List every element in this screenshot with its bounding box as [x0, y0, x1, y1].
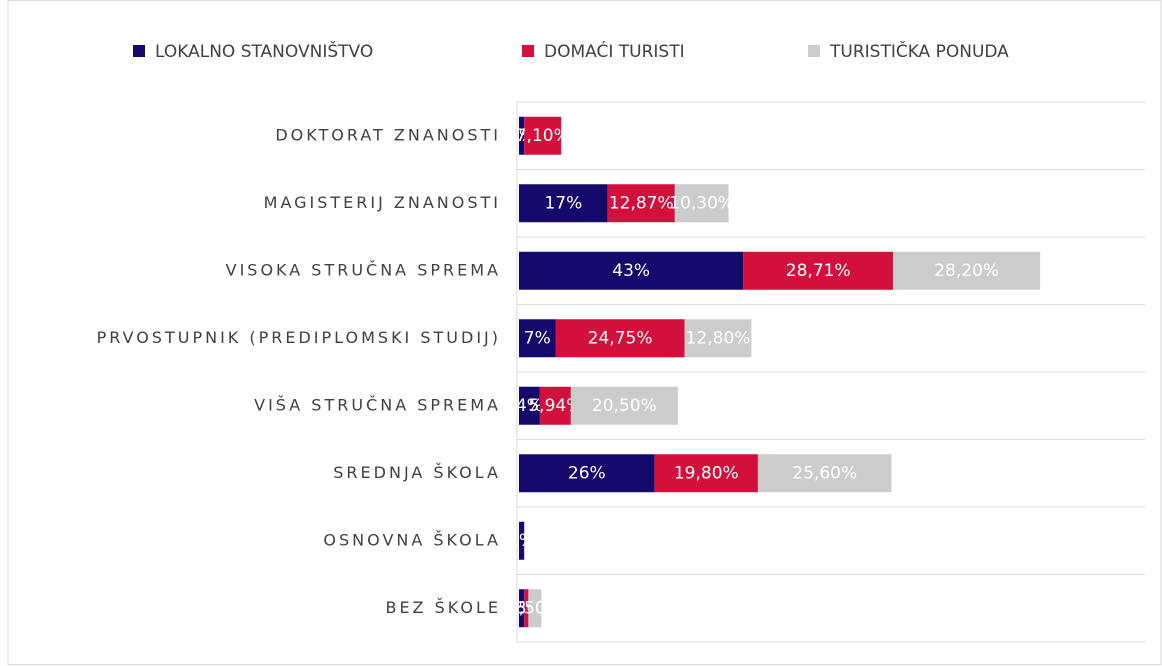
bar-segment [524, 589, 529, 628]
value-label: 28,71% [786, 261, 851, 281]
legend-swatch [133, 45, 145, 57]
value-label: 20,50% [592, 396, 657, 416]
value-label: 4% [516, 396, 543, 416]
value-label: 24,75% [588, 328, 653, 348]
category-label: MAGISTERIJ ZNANOSTI [264, 193, 501, 212]
value-label: 28,20% [934, 261, 999, 281]
bar-segment [519, 521, 525, 560]
legend-swatch [808, 45, 820, 57]
bar-segment [519, 184, 608, 223]
bar-segment [607, 184, 675, 223]
bar-segment [570, 386, 678, 425]
bar-segment [684, 319, 752, 358]
category-label: VISOKA STRUČNA SPREMA [226, 260, 501, 279]
value-label: 12,80% [686, 328, 751, 348]
value-label: 10,30% [669, 193, 734, 213]
value-label: 7% [524, 328, 551, 348]
category-label: SREDNJA ŠKOLA [333, 463, 501, 482]
category-label: VIŠA STRUČNA SPREMA [254, 395, 501, 414]
bar-segment [519, 386, 540, 425]
bar-segment [519, 116, 525, 155]
bar-segment [524, 116, 562, 155]
bar-segment [539, 386, 571, 425]
legend-label: DOMAĆI TURISTI [544, 40, 685, 62]
bar-segment [528, 589, 542, 628]
bar-segment [743, 251, 894, 290]
bar-segment [519, 589, 525, 628]
category-label: DOKTORAT ZNANOSTI [275, 125, 501, 144]
bar-segment [555, 319, 685, 358]
value-label: 19,80% [674, 463, 739, 483]
legend-label: LOKALNO STANOVNIŠTVO [155, 40, 373, 62]
bar-segment [893, 251, 1041, 290]
legend-label: TURISTIČKA PONUDA [829, 40, 1009, 62]
category-label: PRVOSTUPNIK (PREDIPLOMSKI STUDIJ) [97, 328, 501, 347]
value-label: 25,60% [792, 463, 857, 483]
bar-segment [654, 454, 758, 493]
bar-segment [519, 454, 655, 493]
bar-segment [519, 319, 556, 358]
value-label: 7,10% [516, 126, 570, 146]
category-label: BEZ ŠKOLE [385, 598, 501, 617]
value-label: 17% [544, 193, 582, 213]
bar-segment [674, 184, 729, 223]
bar-segment [757, 454, 892, 493]
value-label: 2,50% [508, 598, 562, 618]
value-label: 43% [612, 261, 650, 281]
value-label: 5,94% [528, 396, 582, 416]
value-label: 1% [508, 531, 535, 551]
bar-segment [519, 251, 744, 290]
category-label: OSNOVNA ŠKOLA [323, 530, 501, 549]
value-label: 26% [568, 463, 606, 483]
value-label: 12,87% [609, 193, 674, 213]
legend-swatch [522, 45, 534, 57]
